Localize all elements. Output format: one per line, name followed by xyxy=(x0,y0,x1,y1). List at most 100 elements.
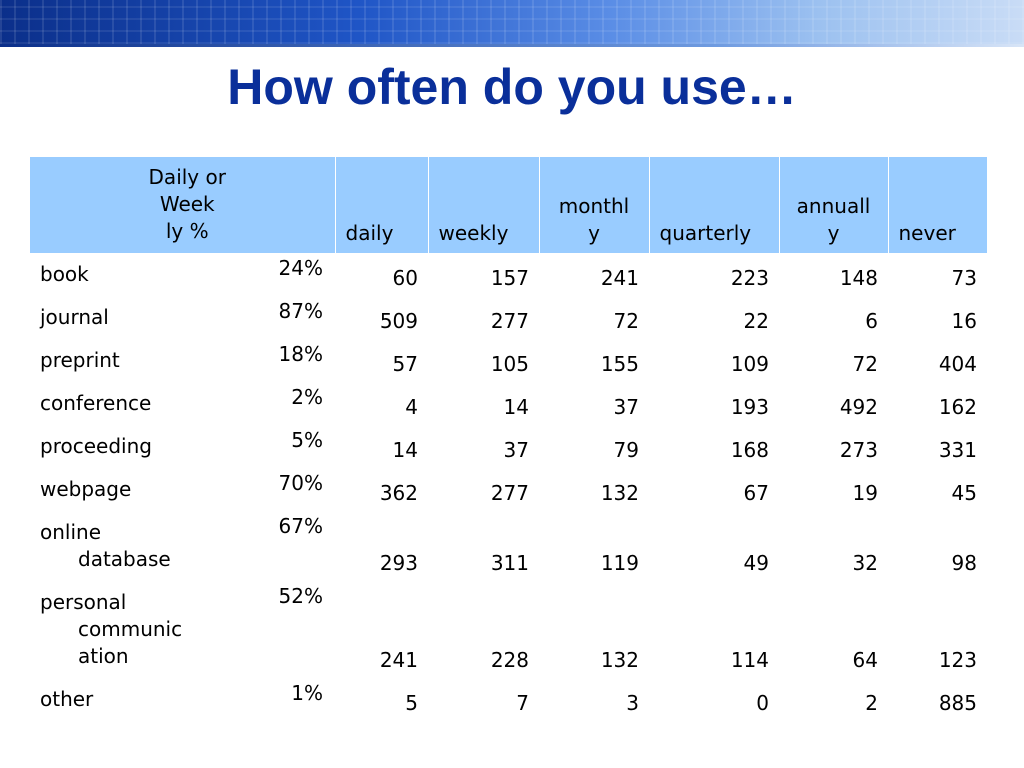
cell-daily: 57 xyxy=(392,352,418,376)
row-label-continued: ation xyxy=(78,644,129,668)
daily-or-weekly-pct: 5% xyxy=(291,428,323,452)
table-row: online database 67% 293 311 119 49 32 98 xyxy=(30,511,987,581)
cell-monthly: 155 xyxy=(600,352,639,376)
cell-weekly: 277 xyxy=(490,481,529,505)
cell-daily: 362 xyxy=(379,481,418,505)
cell-quarterly: 193 xyxy=(730,395,769,419)
cell-never: 404 xyxy=(938,352,977,376)
cell-annually: 492 xyxy=(839,395,878,419)
cell-monthly: 72 xyxy=(613,309,639,333)
table-header-row: Daily or Week ly % daily weekly monthl y… xyxy=(30,157,987,253)
row-label-cell: preprint 18% xyxy=(30,339,335,382)
cell-weekly: 105 xyxy=(490,352,529,376)
daily-or-weekly-pct: 24% xyxy=(278,256,323,280)
row-label: proceeding xyxy=(40,434,152,458)
table-row: proceeding 5% 14 37 79 168 273 331 xyxy=(30,425,987,468)
header-rule xyxy=(0,44,1024,47)
daily-or-weekly-pct: 18% xyxy=(278,342,323,366)
daily-or-weekly-pct: 70% xyxy=(278,471,323,495)
daily-or-weekly-pct: 67% xyxy=(278,514,323,538)
header-daily: daily xyxy=(335,157,429,253)
cell-annually: 148 xyxy=(839,266,878,290)
cell-never: 45 xyxy=(951,481,977,505)
cell-quarterly: 223 xyxy=(730,266,769,290)
row-label-cell: personal communic ation 52% xyxy=(30,581,335,678)
header-annually: annuall y xyxy=(779,157,889,253)
row-label-continued: database xyxy=(78,547,171,571)
row-label: online xyxy=(40,520,102,544)
row-label-continued: communic xyxy=(78,617,183,641)
cell-never: 162 xyxy=(938,395,977,419)
cell-never: 98 xyxy=(951,551,977,575)
table-row: preprint 18% 57 105 155 109 72 404 xyxy=(30,339,987,382)
row-label-cell: proceeding 5% xyxy=(30,425,335,468)
cell-monthly: 132 xyxy=(600,481,639,505)
cell-weekly: 37 xyxy=(503,438,529,462)
cell-weekly: 277 xyxy=(490,309,529,333)
cell-daily: 5 xyxy=(405,691,418,715)
cell-annually: 19 xyxy=(852,481,878,505)
cell-monthly: 37 xyxy=(613,395,639,419)
cell-weekly: 228 xyxy=(490,648,529,672)
row-label-cell: webpage 70% xyxy=(30,468,335,511)
usage-table: Daily or Week ly % daily weekly monthl y… xyxy=(30,157,987,721)
cell-daily: 293 xyxy=(379,551,418,575)
cell-daily: 14 xyxy=(392,438,418,462)
header-weekly: weekly xyxy=(428,157,540,253)
row-label: other xyxy=(40,687,94,711)
header-quarterly: quarterly xyxy=(649,157,780,253)
daily-or-weekly-pct: 87% xyxy=(278,299,323,323)
cell-annually: 2 xyxy=(865,691,878,715)
cell-weekly: 14 xyxy=(503,395,529,419)
header-monthly: monthl y xyxy=(539,157,650,253)
cell-quarterly: 22 xyxy=(743,309,769,333)
daily-or-weekly-pct: 2% xyxy=(291,385,323,409)
table-row: other 1% 5 7 3 0 2 885 xyxy=(30,678,987,721)
row-label: preprint xyxy=(40,348,120,372)
cell-quarterly: 114 xyxy=(730,648,769,672)
cell-annually: 6 xyxy=(865,309,878,333)
cell-annually: 273 xyxy=(839,438,878,462)
cell-weekly: 311 xyxy=(490,551,529,575)
cell-quarterly: 109 xyxy=(730,352,769,376)
row-label: personal xyxy=(40,590,127,614)
table-row: conference 2% 4 14 37 193 492 162 xyxy=(30,382,987,425)
row-label: conference xyxy=(40,391,152,415)
cell-daily: 60 xyxy=(392,266,418,290)
cell-monthly: 119 xyxy=(600,551,639,575)
cell-monthly: 79 xyxy=(613,438,639,462)
table-row: journal 87% 509 277 72 22 6 16 xyxy=(30,296,987,339)
cell-annually: 64 xyxy=(852,648,878,672)
row-label: journal xyxy=(40,305,109,329)
cell-quarterly: 0 xyxy=(756,691,769,715)
cell-weekly: 7 xyxy=(516,691,529,715)
slide-title: How often do you use… xyxy=(227,59,797,115)
table-row: personal communic ation 52% 241 228 132 114 64 12… xyxy=(30,581,987,678)
cell-daily: 4 xyxy=(405,395,418,419)
row-label: webpage xyxy=(40,477,132,501)
header-banner xyxy=(0,0,1024,44)
daily-or-weekly-pct: 1% xyxy=(291,681,323,705)
cell-monthly: 132 xyxy=(600,648,639,672)
cell-annually: 72 xyxy=(852,352,878,376)
row-label: book xyxy=(40,262,89,286)
cell-never: 16 xyxy=(951,309,977,333)
cell-monthly: 241 xyxy=(600,266,639,290)
cell-quarterly: 49 xyxy=(743,551,769,575)
cell-weekly: 157 xyxy=(490,266,529,290)
cell-never: 73 xyxy=(951,266,977,290)
cell-daily: 509 xyxy=(379,309,418,333)
header-never: never xyxy=(888,157,987,253)
header-daily-or-weekly-pct: Daily or Week ly % xyxy=(30,157,336,253)
row-label-cell: book 24% xyxy=(30,253,335,296)
cell-never: 885 xyxy=(938,691,977,715)
table-row: book 24% 60 157 241 223 148 73 xyxy=(30,253,987,296)
row-label-cell: other 1% xyxy=(30,678,335,721)
table-row: webpage 70% 362 277 132 67 19 45 xyxy=(30,468,987,511)
daily-or-weekly-pct: 52% xyxy=(278,584,323,608)
row-label-cell: online database 67% xyxy=(30,511,335,581)
cell-monthly: 3 xyxy=(626,691,639,715)
row-label-cell: journal 87% xyxy=(30,296,335,339)
cell-never: 123 xyxy=(938,648,977,672)
row-label-cell: conference 2% xyxy=(30,382,335,425)
